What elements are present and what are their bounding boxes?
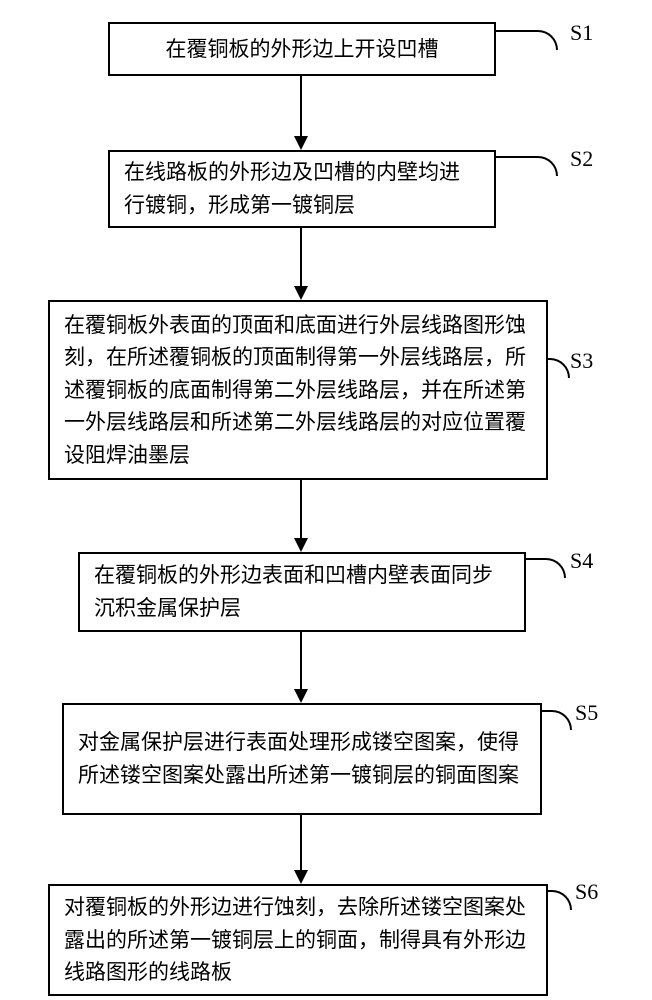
flow-arrow-line <box>300 480 302 538</box>
flow-label-s3: S3 <box>570 348 593 374</box>
flow-arrow-line <box>300 76 302 136</box>
flowchart-canvas: 在覆铜板的外形边上开设凹槽 S1 在线路板的外形边及凹槽的内壁均进行镀铜，形成第一镀… <box>0 0 652 1000</box>
flow-node-s1: 在覆铜板的外形边上开设凹槽 <box>108 22 496 76</box>
flow-label-s5: S5 <box>575 700 598 726</box>
flow-label-s6: S6 <box>575 879 598 905</box>
flow-arrow-head <box>294 136 308 150</box>
flow-label-s4: S4 <box>570 548 593 574</box>
flow-connector <box>496 156 558 176</box>
flow-arrow-head <box>294 538 308 552</box>
flow-arrow-head <box>294 286 308 300</box>
flow-node-text: 对覆铜板的外形边进行蚀刻，去除所述镂空图案处露出的所述第一镀铜层上的铜面，制得具… <box>64 891 532 989</box>
flow-arrow-head <box>294 870 308 884</box>
flow-node-s3: 在覆铜板外表面的顶面和底面进行外层线路图形蚀刻，在所述覆铜板的顶面制得第一外层线… <box>48 300 548 480</box>
flow-connector <box>526 558 566 578</box>
flow-node-s5: 对金属保护层进行表面处理形成镂空图案，使得所述镂空图案处露出所述第一镀铜层的铜面… <box>62 703 542 815</box>
flow-node-text: 在覆铜板的外形边表面和凹槽内壁表面同步沉积金属保护层 <box>94 559 510 624</box>
flow-connector <box>548 890 572 910</box>
flow-arrow-line <box>300 632 302 689</box>
flow-node-text: 在线路板的外形边及凹槽的内壁均进行镀铜，形成第一镀铜层 <box>124 156 480 221</box>
flow-connector <box>548 358 570 378</box>
flow-node-text: 对金属保护层进行表面处理形成镂空图案，使得所述镂空图案处露出所述第一镀铜层的铜面… <box>78 726 526 791</box>
flow-connector <box>542 710 572 730</box>
flow-arrow-line <box>300 228 302 286</box>
flow-label-s1: S1 <box>570 20 593 46</box>
flow-node-s4: 在覆铜板的外形边表面和凹槽内壁表面同步沉积金属保护层 <box>78 552 526 632</box>
flow-connector <box>496 30 558 50</box>
flow-arrow-head <box>294 689 308 703</box>
flow-arrow-line <box>300 815 302 870</box>
flow-node-text: 在覆铜板外表面的顶面和底面进行外层线路图形蚀刻，在所述覆铜板的顶面制得第一外层线… <box>64 309 532 472</box>
flow-node-s2: 在线路板的外形边及凹槽的内壁均进行镀铜，形成第一镀铜层 <box>108 150 496 228</box>
flow-node-text: 在覆铜板的外形边上开设凹槽 <box>166 33 439 66</box>
flow-node-s6: 对覆铜板的外形边进行蚀刻，去除所述镂空图案处露出的所述第一镀铜层上的铜面，制得具… <box>48 884 548 996</box>
flow-label-s2: S2 <box>570 146 593 172</box>
